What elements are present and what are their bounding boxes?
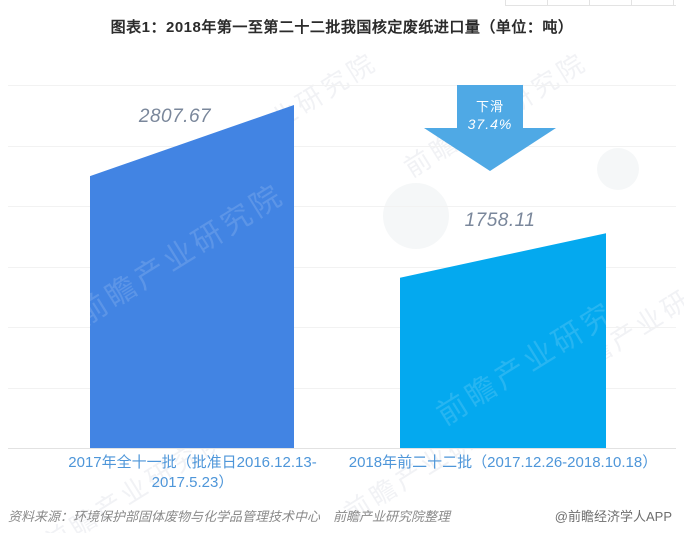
gridline <box>8 85 676 86</box>
watermark-logo-icon <box>383 183 449 249</box>
decline-arrow-percent: 37.4% <box>467 116 513 132</box>
x-axis-baseline <box>8 448 676 449</box>
x-axis-label-line: 2017.5.23） <box>151 474 234 491</box>
chart-title: 图表1：2018年第一至第二十二批我国核定废纸进口量（单位：吨） <box>110 19 574 36</box>
gridline <box>8 327 676 328</box>
source-note: 资料来源：环境保护部固体废物与化学品管理技术中心 前瞻产业研究院整理 <box>8 509 451 524</box>
value-label-2018: 1758.11 <box>464 210 536 231</box>
x-axis-label-line: 2017年全十一批（批准日2016.12.13- <box>68 454 317 471</box>
bar-2017年 <box>90 105 294 448</box>
decline-arrow-label: 下滑 <box>475 99 504 114</box>
watermark-logo-icon <box>597 148 639 190</box>
gridline <box>8 266 676 268</box>
x-axis-label-2018: 2018年前二十二批（2017.12.26-2018.10.18） <box>335 453 671 473</box>
gridline <box>8 145 676 147</box>
value-label-2017: 2807.67 <box>138 106 212 127</box>
bar-2018年 <box>400 233 606 448</box>
gridline <box>8 206 676 207</box>
gridline <box>8 387 676 389</box>
x-axis-label-2017: 2017年全十一批（批准日2016.12.13- 2017.5.23） <box>35 453 350 493</box>
credit-note: @前瞻经济学人APP <box>554 509 672 524</box>
down-arrow-icon <box>424 85 556 171</box>
x-axis-label-line: 2018年前二十二批（2017.12.26-2018.10.18） <box>348 454 658 471</box>
spreadsheet-grid-artifact <box>505 0 676 6</box>
